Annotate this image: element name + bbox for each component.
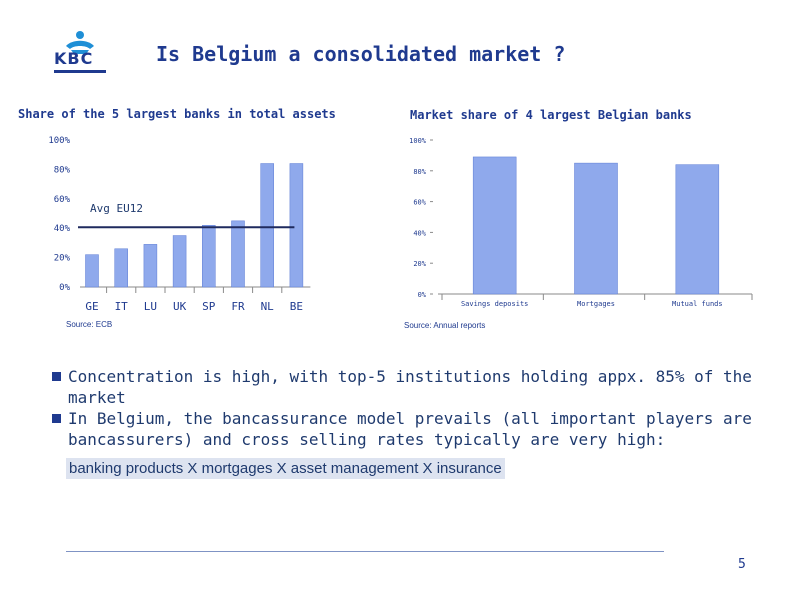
y-tick-label: 60%: [413, 199, 426, 207]
x-tick-label: Savings deposits: [461, 300, 528, 308]
bar: [231, 220, 245, 288]
x-tick-label: NL: [261, 300, 275, 313]
bar: [114, 248, 128, 288]
y-tick-label: 60%: [54, 195, 71, 205]
y-tick-label: 80%: [413, 168, 426, 176]
x-tick-label: Mutual funds: [672, 300, 723, 308]
page-number: 5: [738, 557, 746, 572]
x-tick-label: SP: [202, 300, 216, 313]
y-tick-label: 20%: [413, 260, 426, 268]
bullet-square-icon: [52, 414, 61, 423]
bullet-item: Concentration is high, with top-5 instit…: [52, 366, 752, 408]
bar: [675, 164, 720, 295]
y-tick-label: 0%: [59, 283, 70, 293]
x-tick-label: UK: [173, 300, 187, 313]
bar: [143, 244, 158, 288]
bar: [260, 163, 274, 288]
kbc-logo-icon: [54, 31, 106, 73]
bar: [85, 254, 99, 288]
bar: [172, 235, 187, 288]
x-tick-label: IT: [115, 300, 129, 313]
footer-divider: [66, 551, 664, 552]
bullet-list: Concentration is high, with top-5 instit…: [52, 366, 752, 450]
chart-left: 0% 20% 40% 60% 80% 100% GE IT LU UK SP FR NL BE Avg EU…: [48, 136, 311, 313]
y-tick-label: 100%: [409, 137, 427, 145]
x-tick-label: LU: [144, 300, 157, 313]
x-tick-label: GE: [85, 300, 98, 313]
bullet-text: In Belgium, the bancassurance model prev…: [68, 409, 752, 449]
y-tick-label: 20%: [54, 254, 71, 264]
logo-text: KBC: [54, 49, 94, 68]
bar: [202, 225, 216, 288]
chart-right: 0% 20% 40% 60% 80% 100% Savings deposits Mortga…: [409, 137, 753, 308]
x-tick-label: BE: [290, 300, 303, 313]
page-title: Is Belgium a consolidated market ?: [156, 42, 566, 66]
highlight-box: banking products X mortgages X asset man…: [66, 458, 505, 479]
y-tick-label: 40%: [54, 224, 71, 234]
avg-eu12-label: Avg EU12: [90, 202, 143, 215]
x-tick-label: FR: [231, 300, 245, 313]
chart-title-left: Share of the 5 largest banks in total as…: [18, 107, 336, 121]
bullet-square-icon: [52, 372, 61, 381]
bar: [472, 156, 517, 295]
y-tick-label: 0%: [418, 291, 427, 299]
y-tick-label: 100%: [48, 136, 70, 146]
bullet-item: In Belgium, the bancassurance model prev…: [52, 408, 752, 450]
bar: [289, 163, 304, 288]
y-tick-label: 40%: [413, 229, 426, 237]
chart-source-right: Source: Annual reports: [404, 321, 486, 330]
chart-title-right: Market share of 4 largest Belgian banks: [410, 108, 692, 122]
chart-source-left: Source: ECB: [66, 320, 113, 329]
bullet-text: Concentration is high, with top-5 instit…: [68, 367, 752, 407]
y-tick-label: 80%: [54, 165, 71, 175]
bar: [574, 162, 618, 295]
x-tick-label: Mortgages: [577, 300, 615, 308]
